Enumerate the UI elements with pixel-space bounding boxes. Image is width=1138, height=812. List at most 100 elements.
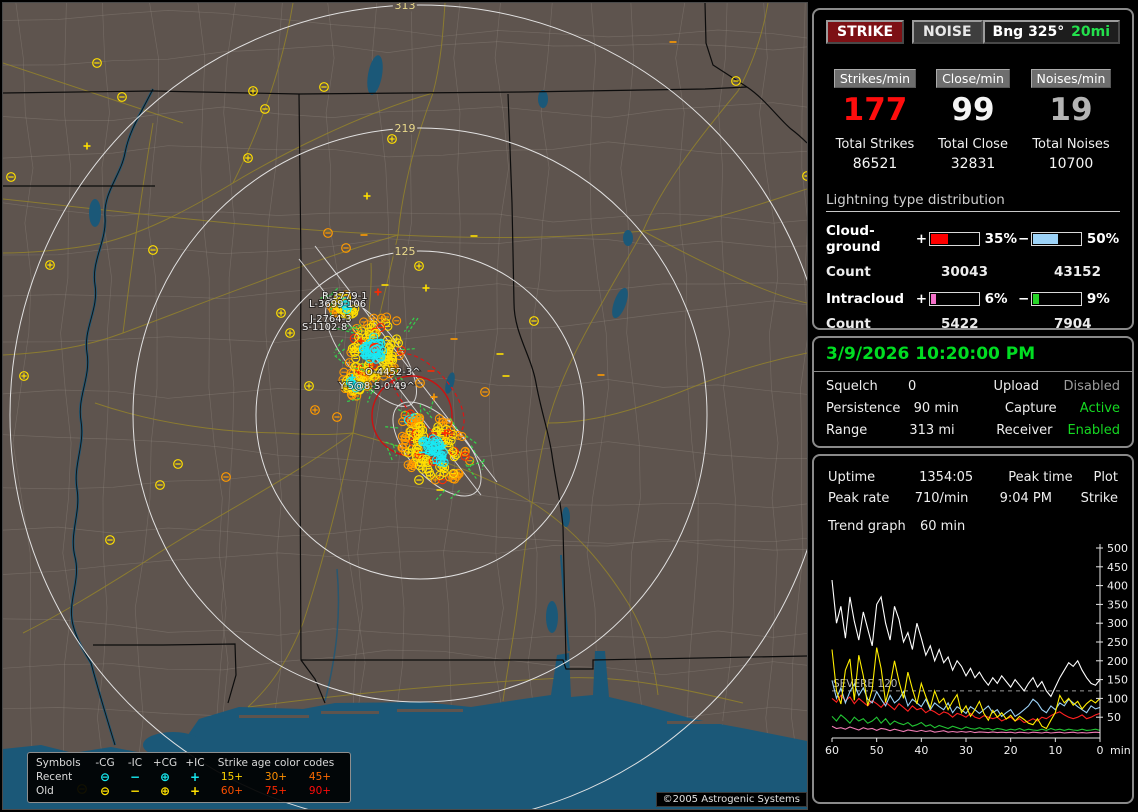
age-60: 60+ — [220, 785, 244, 797]
noises-column: Noises/min 19 Total Noises 10700 — [1022, 68, 1120, 172]
noises-per-min-button[interactable]: Noises/min — [1030, 69, 1112, 88]
total-strikes-label: Total Strikes — [835, 137, 915, 152]
svg-text:300: 300 — [1107, 617, 1128, 630]
svg-text:SEVERE 120: SEVERE 120 — [833, 678, 897, 690]
strikes-rate: 177 — [842, 92, 908, 128]
svg-text:400: 400 — [1107, 580, 1128, 593]
total-strikes-value: 86521 — [852, 156, 898, 172]
trend-graph-row: Trend graph 60 min — [824, 519, 1122, 534]
distribution-title: Lightning type distribution — [826, 192, 1120, 212]
cloud-ground-row: Cloud-ground + 35% − 50% — [826, 223, 1120, 255]
intracloud-count-row: Count 5422 7904 — [826, 316, 1120, 332]
strike-button[interactable]: STRIKE — [826, 20, 905, 44]
plot-value: Strike — [1080, 491, 1118, 506]
ic-minus-pct: 9% — [1086, 291, 1110, 307]
circle-minus-icon: ⊖ — [99, 784, 111, 798]
strikes-per-min-button[interactable]: Strikes/min — [833, 69, 917, 88]
legend-col-cg-pos: +CG — [152, 757, 178, 769]
minus-icon: − — [129, 770, 141, 784]
svg-text:O-4452-3^: O-4452-3^ — [365, 367, 421, 378]
stats-panel: STRIKE NOISE Bng 325° 20mi Strikes/min 1… — [812, 8, 1134, 332]
plus-icon: + — [189, 770, 201, 784]
legend-symbols-label: Symbols — [36, 757, 81, 769]
close-column: Close/min 99 Total Close 32831 — [924, 68, 1022, 172]
age-30: 30+ — [264, 771, 288, 783]
svg-text:200: 200 — [1107, 655, 1128, 668]
upload-label: Upload — [993, 379, 1040, 394]
noises-rate: 19 — [1049, 92, 1093, 128]
close-per-min-button[interactable]: Close/min — [936, 69, 1010, 88]
minus-sign: − — [1017, 291, 1030, 307]
svg-text:J-2764-3: J-2764-3 — [309, 314, 352, 325]
circle-minus-icon: ⊖ — [99, 770, 111, 784]
receiver-status: Enabled — [1067, 423, 1120, 438]
uptime-label: Uptime — [828, 470, 876, 485]
plus-sign: + — [915, 291, 928, 307]
peak-time-value: 9:04 PM — [999, 491, 1052, 506]
receiver-label: Receiver — [996, 423, 1053, 438]
legend-col-cg-neg: -CG — [95, 757, 115, 769]
plus-sign: + — [915, 231, 928, 247]
upload-status: Disabled — [1063, 379, 1120, 394]
uptime-row: Uptime 1354:05 Peak time Plot — [824, 470, 1122, 485]
range-value: 313 mi — [909, 423, 955, 438]
range-label: Range — [826, 423, 868, 438]
ic-minus-count: 7904 — [1054, 316, 1092, 332]
age-45: 45+ — [308, 771, 332, 783]
legend-age-header: Strike age color codes — [217, 757, 335, 769]
status-panel: 3/9/2026 10:20:00 PM Squelch 0 Upload Di… — [812, 336, 1134, 448]
svg-text:S-1102-8: S-1102-8 — [302, 322, 347, 333]
status-row: Persistence 90 min Capture Active — [814, 401, 1132, 416]
close-rate: 99 — [951, 92, 995, 128]
svg-text:150: 150 — [1107, 674, 1128, 687]
ic-plus-bar — [929, 292, 980, 306]
noise-button[interactable]: NOISE — [912, 20, 983, 44]
total-close-label: Total Close — [938, 137, 1008, 152]
count-label: Count — [826, 316, 871, 332]
persistence-label: Persistence — [826, 401, 901, 416]
svg-text:20: 20 — [1004, 744, 1018, 757]
legend-old-label: Old — [36, 785, 54, 797]
cg-plus-pct: 35% — [984, 231, 1017, 247]
svg-text:500: 500 — [1107, 542, 1128, 555]
capture-label: Capture — [1004, 401, 1057, 416]
ic-minus-bar — [1031, 292, 1082, 306]
trend-graph-window: 60 min — [920, 519, 966, 534]
map-canvas: 313 219 125 R-3779-1L-3699-106 J-2764-3S-110… — [3, 3, 807, 809]
squelch-value: 0 — [908, 379, 917, 394]
status-row: Range 313 mi Receiver Enabled — [814, 423, 1132, 438]
bearing-range: 20mi — [1071, 24, 1110, 40]
persistence-value: 90 min — [913, 401, 959, 416]
svg-text:450: 450 — [1107, 561, 1128, 574]
svg-text:L-3699-106: L-3699-106 — [309, 299, 366, 310]
peak-rate-row: Peak rate 710/min 9:04 PM Strike — [824, 491, 1122, 506]
ic-plus-count: 5422 — [941, 316, 979, 332]
strike-map[interactable]: 313 219 125 R-3779-1 L-3699-106 J-2764-3 S-110… — [2, 2, 808, 810]
peak-time-label: Peak time — [1008, 470, 1073, 485]
intracloud-label: Intracloud — [826, 291, 905, 307]
uptime-value: 1354:05 — [919, 470, 974, 485]
svg-text:219: 219 — [395, 122, 416, 135]
svg-text:100: 100 — [1107, 692, 1128, 705]
legend-recent-row: Recent ⊖ − ⊕ + 15+ 30+ 45+ — [36, 770, 342, 784]
legend-old-row: Old ⊖ − ⊕ + 60+ 75+ 90+ — [36, 784, 342, 798]
intracloud-row: Intracloud + 6% − 9% — [826, 291, 1120, 307]
svg-text:125: 125 — [395, 245, 416, 258]
age-15: 15+ — [220, 771, 244, 783]
cg-minus-count: 43152 — [1054, 264, 1101, 280]
datetime-display: 3/9/2026 10:20:00 PM — [814, 338, 1132, 372]
cloud-ground-count-row: Count 30043 43152 — [826, 264, 1120, 280]
legend-header-row: Symbols -CG -IC +CG +IC Strike age color… — [36, 756, 342, 770]
svg-text:50: 50 — [870, 744, 884, 757]
cloud-ground-label: Cloud-ground — [826, 223, 881, 255]
age-75: 75+ — [264, 785, 288, 797]
minus-sign: − — [1017, 231, 1030, 247]
map-legend: Symbols -CG -IC +CG +IC Strike age color… — [27, 752, 351, 803]
ic-plus-pct: 6% — [984, 291, 1008, 307]
legend-col-ic-pos: +IC — [185, 757, 205, 769]
squelch-label: Squelch — [826, 379, 878, 394]
circle-plus-icon: ⊕ — [159, 784, 171, 798]
svg-text:40: 40 — [914, 744, 928, 757]
